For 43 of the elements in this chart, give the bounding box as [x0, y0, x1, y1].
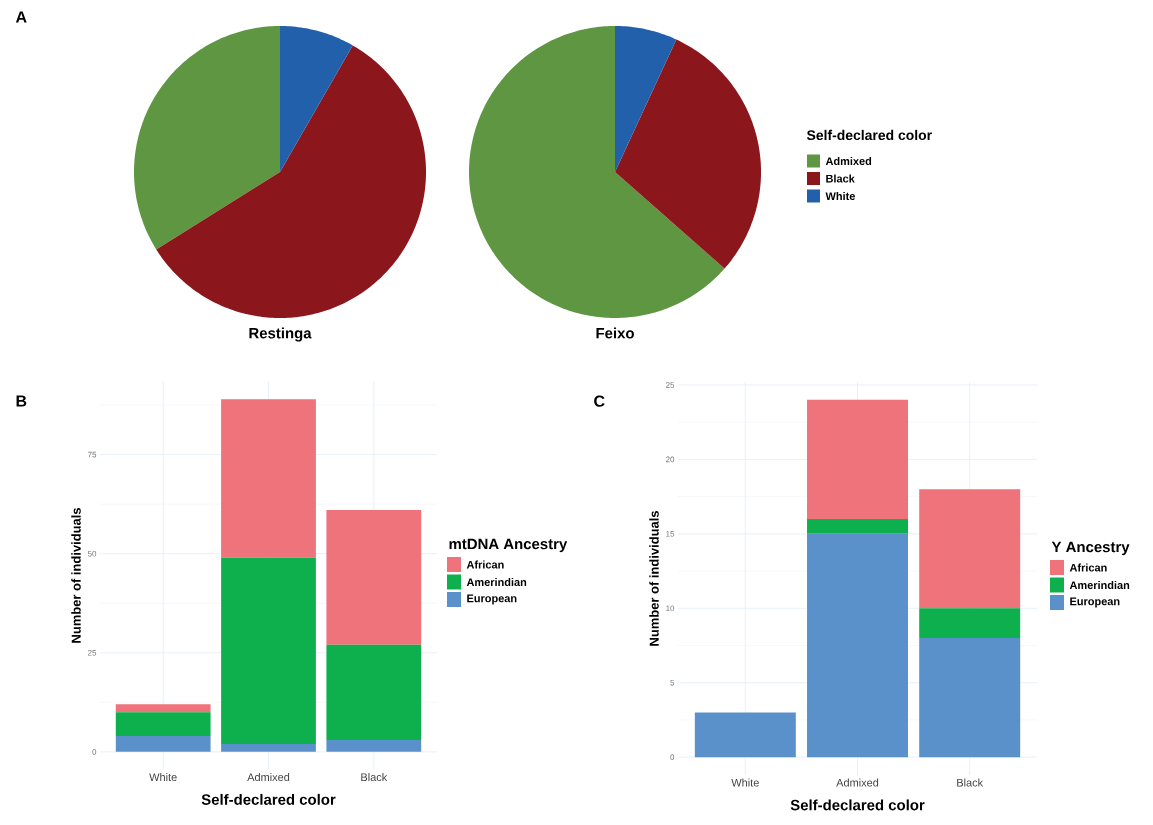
text: A	[15, 11, 27, 23]
x-tick-label: Black	[957, 778, 984, 787]
legend-title: Y Ancestry	[1051, 541, 1130, 556]
x-axis-title: Self-declared color	[790, 799, 925, 811]
text: C	[594, 395, 605, 407]
bar	[326, 510, 422, 645]
text: Feixo	[596, 327, 634, 339]
legend-label: White	[825, 191, 855, 201]
legend-title: mtDNA Ancestry	[449, 538, 568, 553]
text: Restinga	[249, 327, 312, 342]
bar	[919, 608, 1021, 639]
bar	[221, 743, 316, 752]
bar	[221, 557, 316, 744]
legend-title: Self-declared color	[806, 129, 932, 141]
text: B	[16, 395, 27, 407]
x-tick-label: Admixed	[247, 773, 290, 782]
bar	[221, 399, 316, 558]
legend-label: Admixed	[825, 156, 872, 166]
bar	[807, 533, 908, 758]
bar	[919, 638, 1021, 758]
bar	[919, 489, 1021, 609]
legend-label: Black	[826, 174, 855, 183]
bar	[694, 712, 796, 758]
legend-label: Amerindian	[1069, 580, 1130, 590]
legend-label: European	[467, 594, 517, 605]
x-tick-label: White	[149, 773, 177, 782]
legend-label: European	[1070, 597, 1120, 608]
bar	[326, 644, 422, 740]
x-tick-label: Black	[361, 773, 388, 782]
bar	[115, 736, 211, 752]
legend-label: African	[466, 560, 504, 569]
bar	[115, 704, 211, 713]
x-tick-label: White	[731, 778, 759, 787]
x-tick-label: Admixed	[836, 778, 879, 787]
y-axis-title: Number of individuals	[649, 511, 659, 646]
legend-label: African	[1069, 563, 1107, 572]
bar	[115, 712, 211, 737]
y-axis-title: Number of individuals	[71, 508, 81, 643]
bar	[807, 518, 908, 534]
x-axis-title: Self-declared color	[201, 793, 336, 805]
legend-label: Amerindian	[466, 577, 527, 587]
bar	[326, 739, 422, 752]
bar	[807, 399, 908, 519]
